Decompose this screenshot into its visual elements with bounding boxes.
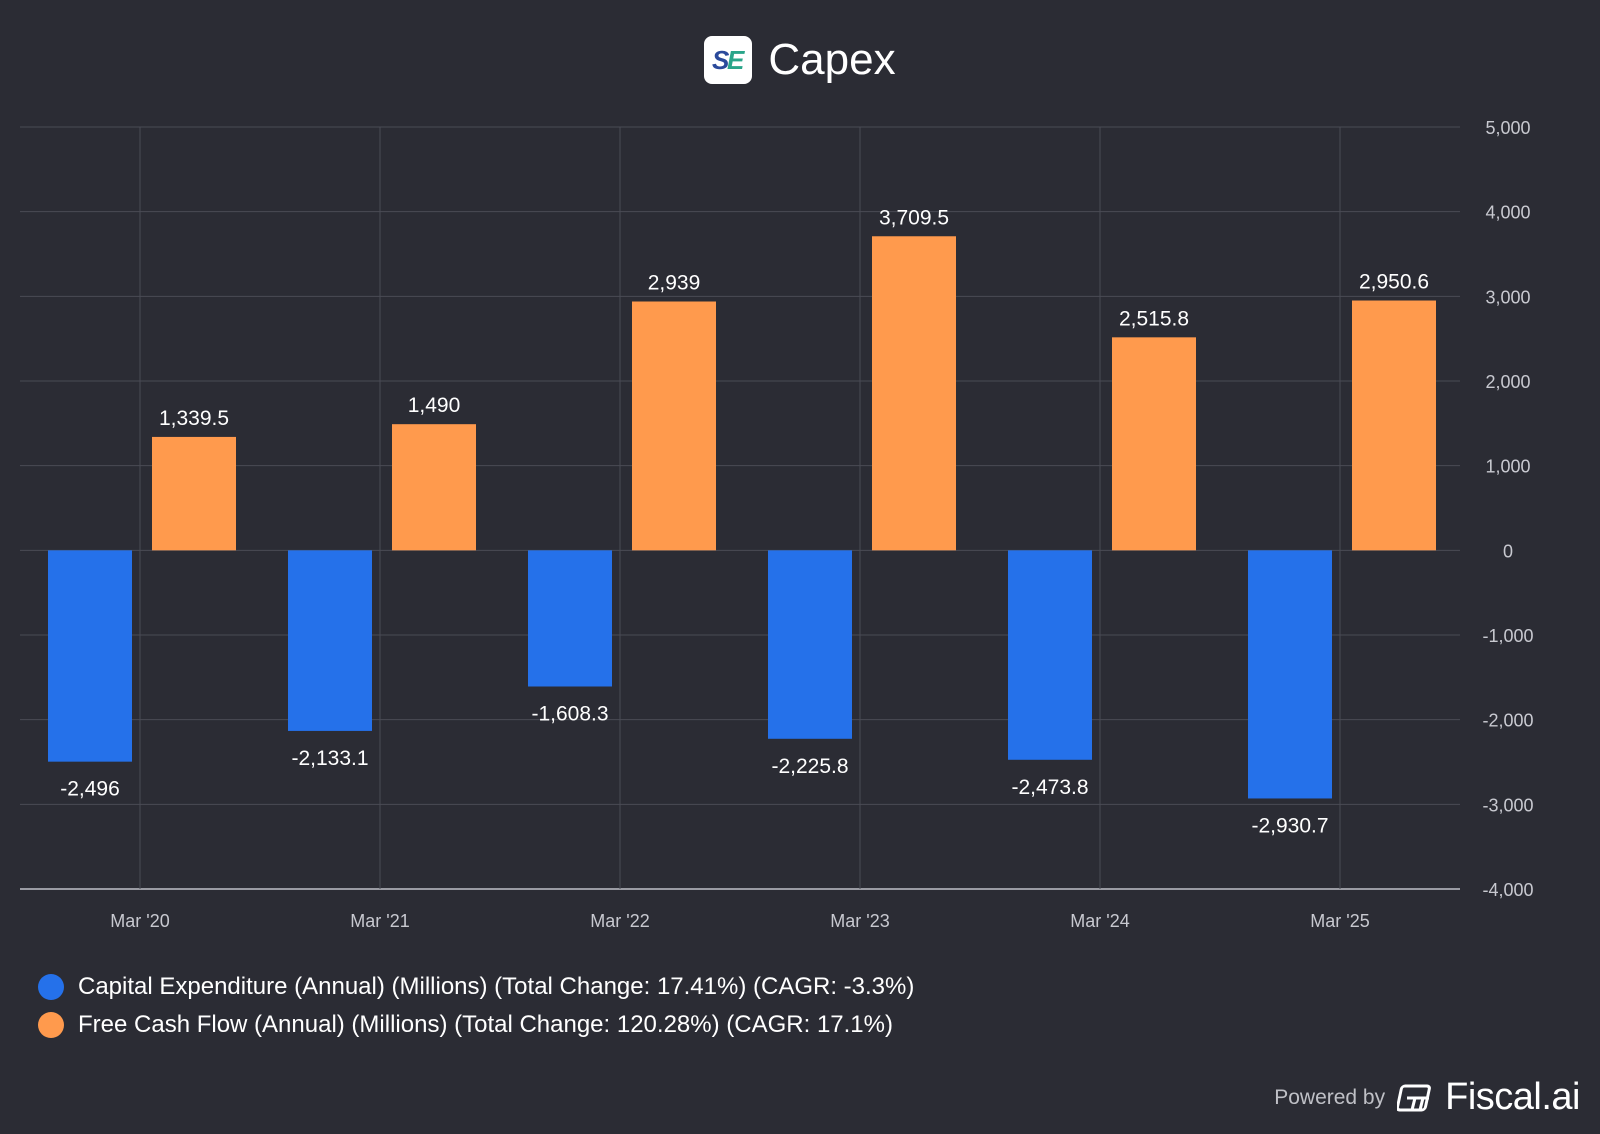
y-tick-label: -3,000 — [1482, 795, 1533, 815]
chart-header: S E Capex — [0, 30, 1600, 90]
legend-dot-fcf — [38, 1012, 64, 1038]
fiscal-logo-icon — [1397, 1084, 1432, 1111]
fcf-data-label: 2,515.8 — [1119, 307, 1189, 330]
capex-bar — [1248, 550, 1332, 799]
se-logo-icon: S E — [712, 45, 745, 75]
footer: Powered by Fiscal.ai — [1274, 1076, 1580, 1119]
fcf-data-label: 2,939 — [648, 271, 701, 294]
capex-bar — [48, 550, 132, 762]
capex-bar — [1008, 550, 1092, 760]
capex-bar — [528, 550, 612, 687]
powered-by-text: Powered by — [1274, 1085, 1386, 1109]
chart: 5,000 4,000 3,000 2,000 1,000 0 -1,000 -2,000 -3… — [20, 118, 1534, 931]
x-tick-label: Mar '24 — [1070, 911, 1129, 931]
capex-data-label: -2,133.1 — [291, 747, 368, 770]
fcf-bar — [392, 424, 476, 551]
fcf-bar — [152, 436, 236, 551]
y-tick-label: -1,000 — [1482, 626, 1533, 646]
capex-data-label: -2,225.8 — [771, 755, 848, 778]
fcf-bar — [872, 236, 956, 551]
legend-label-fcf: Free Cash Flow (Annual) (Millions) (Tota… — [78, 1011, 893, 1038]
x-tick-label: Mar '20 — [110, 911, 169, 931]
y-tick-label: 1,000 — [1485, 457, 1530, 477]
y-tick-label: -4,000 — [1482, 880, 1533, 900]
legend-label-capex: Capital Expenditure (Annual) (Millions) … — [78, 973, 915, 1000]
capex-data-label: -1,608.3 — [531, 703, 608, 726]
y-tick-label: 5,000 — [1485, 118, 1530, 138]
legend-item-capex[interactable]: Capital Expenditure (Annual) (Millions) … — [38, 968, 914, 1006]
y-tick-label: -2,000 — [1482, 711, 1533, 731]
x-tick-label: Mar '21 — [350, 911, 409, 931]
capex-bar — [288, 550, 372, 731]
fcf-data-label: 3,709.5 — [879, 206, 949, 229]
fcf-data-label: 2,950.6 — [1359, 271, 1429, 294]
fcf-bar — [1112, 337, 1196, 551]
x-tick-label: Mar '22 — [590, 911, 649, 931]
capex-bar — [768, 550, 852, 739]
fcf-bar — [632, 301, 716, 551]
svg-text:E: E — [727, 45, 745, 75]
fcf-data-label: 1,490 — [408, 394, 461, 417]
legend: Capital Expenditure (Annual) (Millions) … — [38, 968, 914, 1044]
capex-data-label: -2,930.7 — [1251, 814, 1328, 837]
svg-text:S: S — [712, 45, 730, 75]
company-logo: S E — [704, 36, 753, 84]
fcf-bar — [1352, 300, 1436, 551]
y-tick-label: 0 — [1503, 541, 1513, 561]
legend-item-fcf[interactable]: Free Cash Flow (Annual) (Millions) (Tota… — [38, 1006, 914, 1044]
fcf-data-label: 1,339.5 — [159, 407, 229, 430]
x-tick-label: Mar '23 — [830, 911, 889, 931]
capex-data-label: -2,496 — [60, 778, 120, 801]
fiscal-brand: Fiscal.ai — [1445, 1076, 1580, 1118]
capex-data-label: -2,473.8 — [1011, 776, 1088, 799]
legend-dot-capex — [38, 974, 64, 1000]
x-tick-label: Mar '25 — [1310, 911, 1369, 931]
y-tick-label: 2,000 — [1485, 372, 1530, 392]
y-tick-label: 4,000 — [1485, 203, 1530, 223]
y-tick-label: 3,000 — [1485, 287, 1530, 307]
chart-title: Capex — [768, 35, 896, 84]
